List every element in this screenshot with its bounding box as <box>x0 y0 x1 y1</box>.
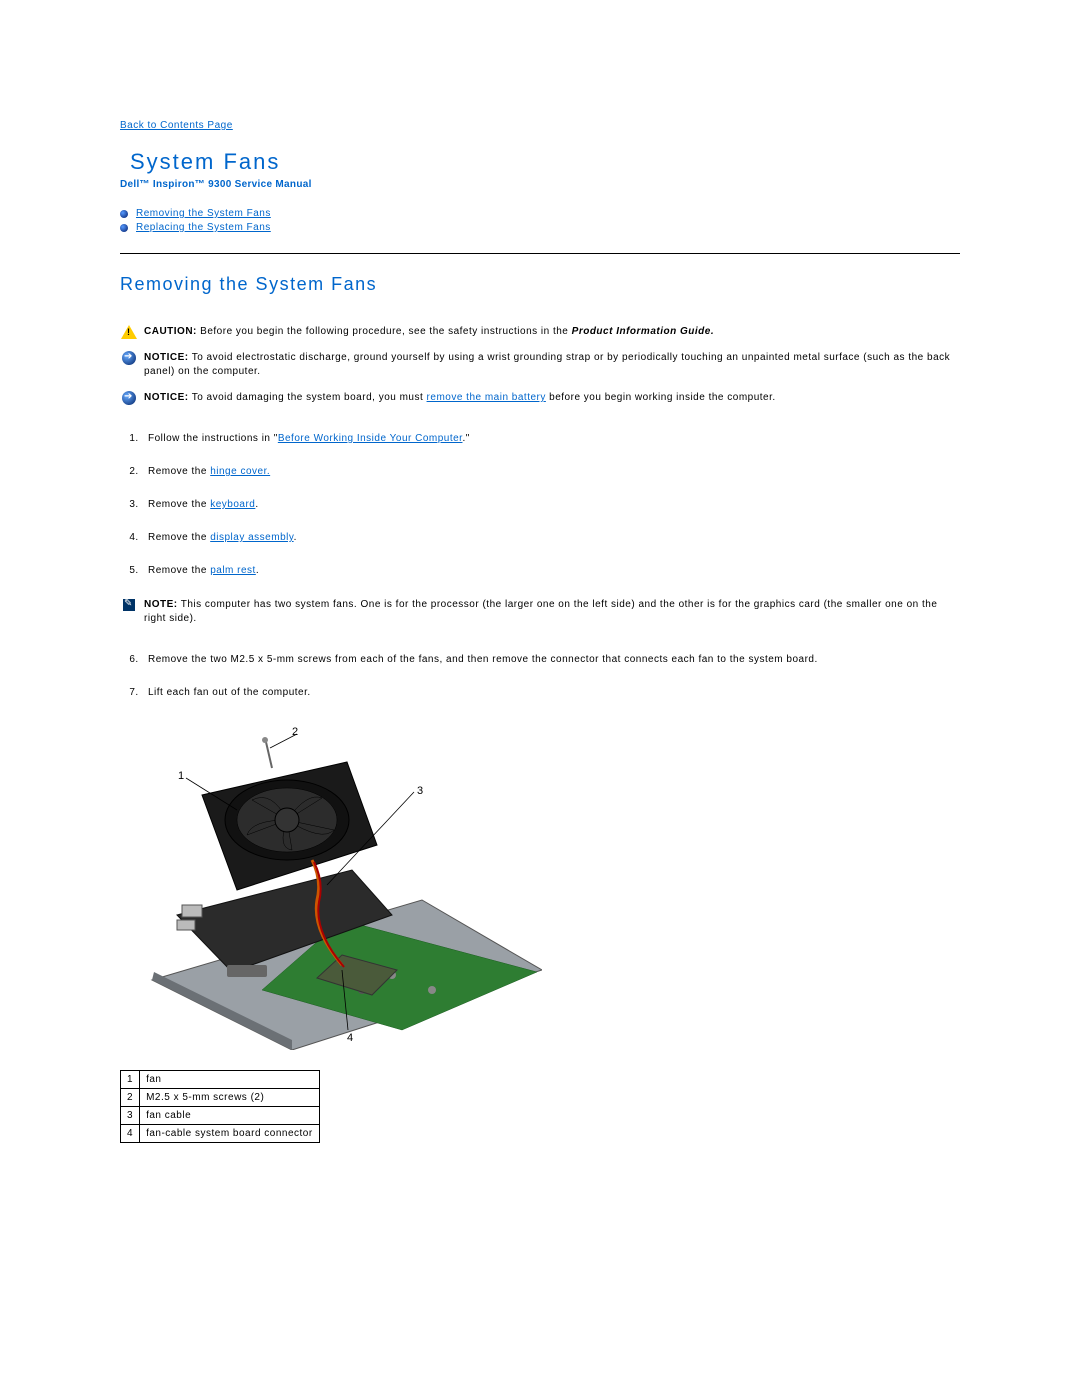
notice-icon <box>120 391 138 405</box>
step-3: Remove the keyboard. <box>142 499 960 510</box>
bullet-icon <box>120 210 128 218</box>
step-5: Remove the palm rest. <box>142 565 960 576</box>
fan-illustration <box>142 720 542 1050</box>
notice-alert: NOTICE: To avoid damaging the system boa… <box>120 391 960 405</box>
back-to-contents-link[interactable]: Back to Contents Page <box>120 120 233 131</box>
step-2: Remove the hinge cover. <box>142 466 960 477</box>
keyboard-link[interactable]: keyboard <box>210 499 255 510</box>
procedure-steps: Follow the instructions in "Before Worki… <box>142 433 960 576</box>
table-row: 2M2.5 x 5-mm screws (2) <box>121 1089 320 1107</box>
caution-icon <box>120 325 138 339</box>
table-row: 4fan-cable system board connector <box>121 1125 320 1143</box>
toc-link-removing[interactable]: Removing the System Fans <box>136 208 271 219</box>
callout-3: 3 <box>417 785 424 797</box>
manual-subtitle: Dell™ Inspiron™ 9300 Service Manual <box>120 179 960 190</box>
callout-2: 2 <box>292 726 299 738</box>
toc-link-replacing[interactable]: Replacing the System Fans <box>136 222 271 233</box>
callout-1: 1 <box>178 770 185 782</box>
step-4: Remove the display assembly. <box>142 532 960 543</box>
procedure-steps-cont: Remove the two M2.5 x 5-mm screws from e… <box>142 654 960 698</box>
table-row: 1fan <box>121 1071 320 1089</box>
notice-text: NOTICE: To avoid electrostatic discharge… <box>144 351 960 379</box>
before-working-link[interactable]: Before Working Inside Your Computer <box>278 433 463 444</box>
legend-table: 1fan 2M2.5 x 5-mm screws (2) 3fan cable … <box>120 1070 320 1143</box>
palm-rest-link[interactable]: palm rest <box>210 565 256 576</box>
note-icon <box>120 598 138 626</box>
section-title: Removing the System Fans <box>120 274 960 295</box>
table-row: 3fan cable <box>121 1107 320 1125</box>
step-1: Follow the instructions in "Before Worki… <box>142 433 960 444</box>
note-alert: NOTE: This computer has two system fans.… <box>120 598 960 626</box>
caution-text: CAUTION: Before you begin the following … <box>144 325 714 339</box>
caution-alert: CAUTION: Before you begin the following … <box>120 325 960 339</box>
step-6: Remove the two M2.5 x 5-mm screws from e… <box>142 654 960 665</box>
callout-4: 4 <box>347 1032 354 1044</box>
notice-text: NOTICE: To avoid damaging the system boa… <box>144 391 776 405</box>
note-text: NOTE: This computer has two system fans.… <box>144 598 960 626</box>
display-assembly-link[interactable]: display assembly <box>210 532 293 543</box>
step-7: Lift each fan out of the computer. <box>142 687 960 698</box>
divider <box>120 253 960 254</box>
toc-item: Replacing the System Fans <box>120 222 960 233</box>
table-of-contents: Removing the System Fans Replacing the S… <box>120 208 960 233</box>
notice-icon <box>120 351 138 365</box>
page-title: System Fans <box>130 149 960 175</box>
fan-diagram: 2 1 3 4 <box>142 720 542 1050</box>
hinge-cover-link[interactable]: hinge cover. <box>210 466 270 477</box>
bullet-icon <box>120 224 128 232</box>
remove-battery-link[interactable]: remove the main battery <box>427 392 546 403</box>
notice-alert: NOTICE: To avoid electrostatic discharge… <box>120 351 960 379</box>
toc-item: Removing the System Fans <box>120 208 960 219</box>
service-manual-page: Back to Contents Page System Fans Dell™ … <box>0 0 1080 1397</box>
